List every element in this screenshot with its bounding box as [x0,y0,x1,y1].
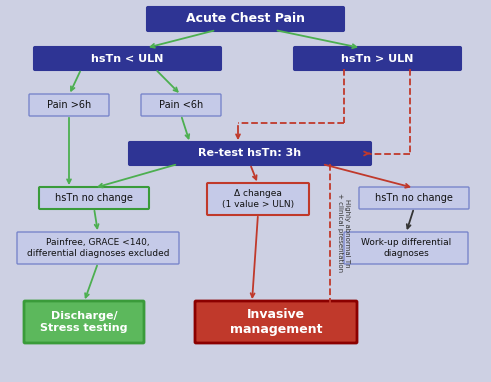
Text: hsTn no change: hsTn no change [375,193,453,203]
Text: hsTn no change: hsTn no change [55,193,133,203]
FancyBboxPatch shape [207,183,309,215]
Text: Pain >6h: Pain >6h [47,100,91,110]
FancyBboxPatch shape [195,301,357,343]
Text: Work-up differential
diagnoses: Work-up differential diagnoses [361,238,451,258]
FancyBboxPatch shape [17,232,179,264]
FancyBboxPatch shape [344,232,468,264]
Text: hsTn < ULN: hsTn < ULN [91,53,164,63]
FancyBboxPatch shape [34,47,221,70]
Text: Discharge/
Stress testing: Discharge/ Stress testing [40,311,128,333]
Text: Highly abnormal Tn
+ clinical presentation: Highly abnormal Tn + clinical presentati… [337,193,350,273]
FancyBboxPatch shape [24,301,144,343]
Text: Painfree, GRACE <140,
differential diagnoses excluded: Painfree, GRACE <140, differential diagn… [27,238,169,258]
FancyBboxPatch shape [147,7,344,31]
FancyBboxPatch shape [359,187,469,209]
Text: Δ changea
(1 value > ULN): Δ changea (1 value > ULN) [222,189,294,209]
Text: Pain <6h: Pain <6h [159,100,203,110]
FancyBboxPatch shape [141,94,221,116]
Text: Re-test hsTn: 3h: Re-test hsTn: 3h [198,149,301,159]
Text: Acute Chest Pain: Acute Chest Pain [186,13,305,26]
FancyBboxPatch shape [29,94,109,116]
Text: Invasive
management: Invasive management [230,308,322,337]
FancyBboxPatch shape [129,142,371,165]
FancyBboxPatch shape [39,187,149,209]
FancyBboxPatch shape [294,47,461,70]
Text: hsTn > ULN: hsTn > ULN [341,53,414,63]
